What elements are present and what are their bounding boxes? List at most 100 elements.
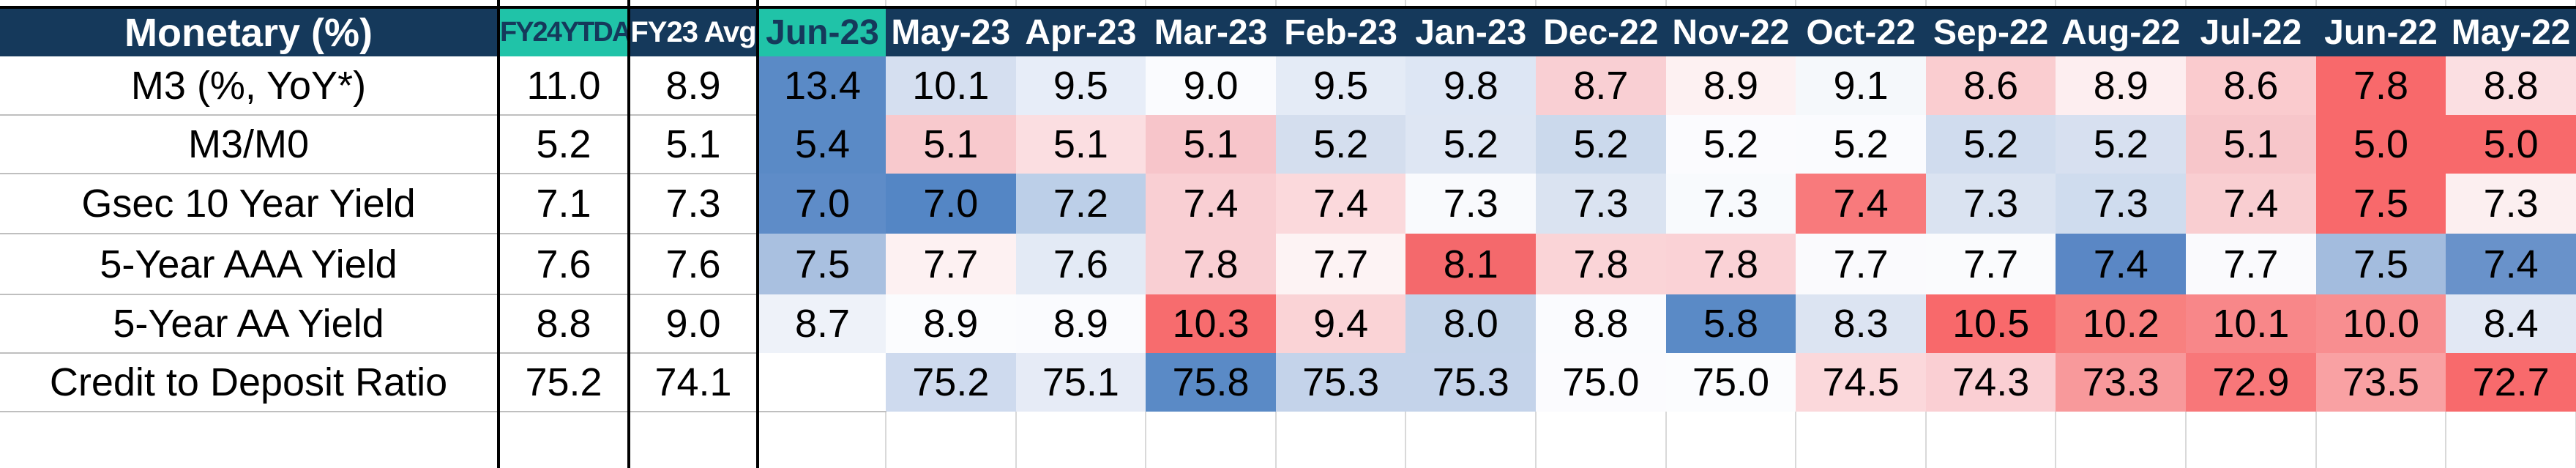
empty-cell[interactable] <box>1925 412 2057 468</box>
heatmap-cell[interactable]: 7.4 <box>2186 174 2316 234</box>
heatmap-cell[interactable]: 5.0 <box>2446 115 2576 174</box>
col-header-month-dec-22[interactable]: Dec-22 <box>1536 7 1666 56</box>
heatmap-cell[interactable]: 7.4 <box>1796 174 1926 234</box>
col-header-month-may-22[interactable]: May-22 <box>2446 7 2576 56</box>
cell-fy23-avg[interactable]: 7.3 <box>627 174 758 234</box>
heatmap-cell[interactable]: 7.8 <box>1146 234 1276 294</box>
col-header-month-jun-22[interactable]: Jun-22 <box>2315 7 2446 56</box>
empty-cell[interactable] <box>497 412 629 468</box>
heatmap-cell[interactable]: 8.7 <box>1536 56 1666 115</box>
heatmap-cell[interactable]: 7.2 <box>1015 174 1146 234</box>
heatmap-cell[interactable]: 10.3 <box>1146 294 1276 353</box>
heatmap-cell[interactable]: 75.2 <box>886 353 1016 412</box>
heatmap-cell[interactable]: 5.1 <box>1015 115 1146 174</box>
heatmap-cell[interactable]: 8.1 <box>1405 234 1537 294</box>
col-header-month-jun-23[interactable]: Jun-23 <box>756 7 886 56</box>
col-header-month-jul-22[interactable]: Jul-22 <box>2186 7 2316 56</box>
heatmap-cell[interactable]: 7.7 <box>1925 234 2056 294</box>
heatmap-cell[interactable]: 5.1 <box>2186 115 2316 174</box>
heatmap-cell[interactable]: 7.4 <box>2056 234 2187 294</box>
row-label[interactable]: Gsec 10 Year Yield <box>0 174 499 234</box>
col-header-fy23-avg[interactable]: FY23 Avg <box>627 7 758 56</box>
heatmap-cell[interactable]: 7.3 <box>1925 174 2056 234</box>
heatmap-cell[interactable]: 9.5 <box>1275 56 1406 115</box>
heatmap-cell[interactable]: 7.3 <box>1665 174 1796 234</box>
col-header-fy24ytda[interactable]: FY24YTDA <box>497 7 629 56</box>
empty-cell[interactable] <box>1405 412 1537 468</box>
heatmap-cell[interactable]: 5.2 <box>1275 115 1406 174</box>
empty-cell[interactable] <box>2446 412 2576 468</box>
empty-cell[interactable] <box>886 412 1017 468</box>
heatmap-cell[interactable]: 7.7 <box>1796 234 1926 294</box>
heatmap-cell[interactable]: 7.5 <box>2315 234 2446 294</box>
heatmap-cell[interactable]: 7.3 <box>1536 174 1666 234</box>
cell-fy23-avg[interactable]: 8.9 <box>627 56 758 116</box>
row-label[interactable]: M3 (%, YoY*) <box>0 56 499 116</box>
heatmap-cell[interactable]: 7.0 <box>756 174 886 234</box>
heatmap-cell[interactable]: 7.4 <box>1146 174 1276 234</box>
heatmap-cell[interactable]: 8.4 <box>2446 294 2576 353</box>
heatmap-cell[interactable]: 5.2 <box>1405 115 1537 174</box>
cell-fy24ytda[interactable]: 8.8 <box>497 294 629 354</box>
heatmap-cell[interactable]: 8.9 <box>1665 56 1796 115</box>
col-header-month-aug-22[interactable]: Aug-22 <box>2056 7 2187 56</box>
row-label[interactable]: Credit to Deposit Ratio <box>0 353 499 412</box>
heatmap-cell[interactable]: 8.8 <box>1536 294 1666 353</box>
heatmap-cell[interactable]: 5.2 <box>1536 115 1666 174</box>
heatmap-cell[interactable]: 5.1 <box>886 115 1016 174</box>
heatmap-cell[interactable]: 5.0 <box>2315 115 2446 174</box>
heatmap-cell[interactable]: 73.5 <box>2315 353 2446 412</box>
heatmap-cell[interactable]: 7.3 <box>1405 174 1537 234</box>
heatmap-cell[interactable]: 75.1 <box>1015 353 1146 412</box>
cell-fy23-avg[interactable]: 5.1 <box>627 115 758 174</box>
heatmap-cell[interactable]: 7.7 <box>2186 234 2316 294</box>
heatmap-cell[interactable]: 8.6 <box>2186 56 2316 115</box>
heatmap-cell[interactable]: 7.5 <box>756 234 886 294</box>
heatmap-cell[interactable]: 9.4 <box>1275 294 1406 353</box>
row-label[interactable]: 5-Year AA Yield <box>0 294 499 354</box>
heatmap-cell[interactable]: 75.3 <box>1405 353 1537 412</box>
row-label[interactable]: 5-Year AAA Yield <box>0 234 499 295</box>
cell-fy23-avg[interactable]: 7.6 <box>627 234 758 295</box>
heatmap-cell[interactable]: 7.6 <box>1015 234 1146 294</box>
heatmap-cell[interactable]: 8.7 <box>756 294 886 353</box>
col-header-month-apr-23[interactable]: Apr-23 <box>1015 7 1146 56</box>
heatmap-cell[interactable]: 7.7 <box>1275 234 1406 294</box>
cell-fy24ytda[interactable]: 75.2 <box>497 353 629 412</box>
col-header-month-may-23[interactable]: May-23 <box>886 7 1016 56</box>
heatmap-cell[interactable]: 7.7 <box>886 234 1016 294</box>
heatmap-cell[interactable]: 5.4 <box>756 115 886 174</box>
cell-fy23-avg[interactable]: 9.0 <box>627 294 758 354</box>
heatmap-cell[interactable]: 8.3 <box>1796 294 1926 353</box>
row-label[interactable]: M3/M0 <box>0 115 499 174</box>
heatmap-cell[interactable]: 74.3 <box>1925 353 2056 412</box>
empty-cell[interactable] <box>1536 412 1667 468</box>
heatmap-cell[interactable]: 8.9 <box>2056 56 2187 115</box>
empty-cell[interactable] <box>1665 412 1797 468</box>
heatmap-cell[interactable]: 9.1 <box>1796 56 1926 115</box>
col-header-month-feb-23[interactable]: Feb-23 <box>1275 7 1406 56</box>
heatmap-cell[interactable]: 7.8 <box>2315 56 2446 115</box>
heatmap-cell[interactable]: 5.8 <box>1665 294 1796 353</box>
empty-cell[interactable] <box>2186 412 2317 468</box>
heatmap-cell[interactable]: 7.3 <box>2056 174 2187 234</box>
heatmap-cell[interactable]: 9.8 <box>1405 56 1537 115</box>
cell-fy24ytda[interactable]: 7.1 <box>497 174 629 234</box>
heatmap-cell[interactable]: 75.8 <box>1146 353 1276 412</box>
heatmap-cell[interactable]: 9.0 <box>1146 56 1276 115</box>
heatmap-cell[interactable]: 7.4 <box>1275 174 1406 234</box>
empty-cell[interactable] <box>1796 412 1927 468</box>
heatmap-cell[interactable]: 5.2 <box>1665 115 1796 174</box>
heatmap-cell[interactable]: 7.5 <box>2315 174 2446 234</box>
heatmap-cell[interactable]: 75.3 <box>1275 353 1406 412</box>
heatmap-cell[interactable]: 75.0 <box>1536 353 1666 412</box>
cell-fy24ytda[interactable]: 11.0 <box>497 56 629 116</box>
heatmap-cell[interactable]: 7.3 <box>2446 174 2576 234</box>
heatmap-cell[interactable]: 10.5 <box>1925 294 2056 353</box>
heatmap-cell[interactable]: 10.2 <box>2056 294 2187 353</box>
heatmap-cell[interactable]: 13.4 <box>756 56 886 115</box>
heatmap-cell[interactable]: 7.8 <box>1536 234 1666 294</box>
heatmap-cell[interactable]: 72.9 <box>2186 353 2316 412</box>
empty-cell[interactable] <box>756 412 886 468</box>
heatmap-cell[interactable]: 10.1 <box>886 56 1016 115</box>
